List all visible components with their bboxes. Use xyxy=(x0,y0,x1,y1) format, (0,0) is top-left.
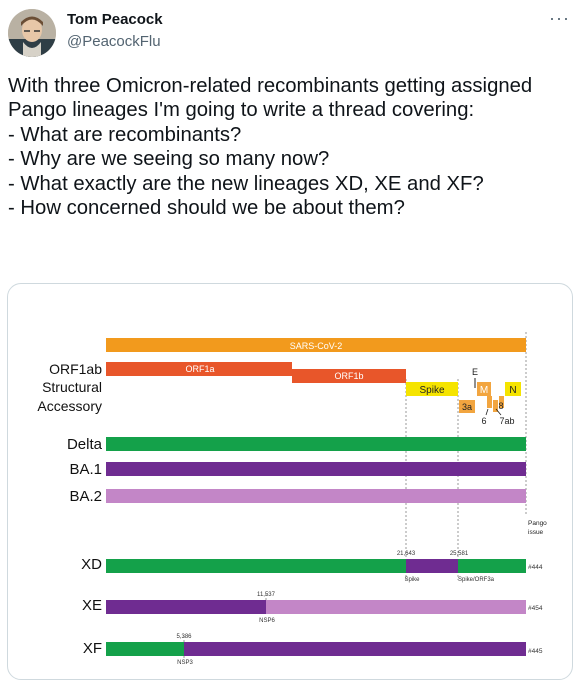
n-label: N xyxy=(509,385,516,396)
tweet-text: With three Omicron-related recombinants … xyxy=(8,75,533,220)
xd-breakpoint-1: 21,643 xyxy=(397,551,416,557)
xe-bar-ba2 xyxy=(266,600,526,614)
xe-bar-ba1 xyxy=(106,600,266,614)
orf6-pointer xyxy=(485,408,489,416)
spike-label: Spike xyxy=(419,385,444,396)
xe-gene: NSP6 xyxy=(259,618,275,624)
orf1b-label: ORF1b xyxy=(334,371,363,381)
orf1ab-row-label: ORF1ab xyxy=(49,361,102,377)
genome-label: SARS-CoV-2 xyxy=(290,341,343,351)
e-label: E xyxy=(472,367,478,377)
xe-row-label: XE xyxy=(82,597,102,614)
ba2-row-label: BA.2 xyxy=(69,488,102,505)
xd-bar-ba1 xyxy=(406,559,458,573)
profile-photo-icon xyxy=(8,9,56,57)
accessory-row-label: Accessory xyxy=(37,398,102,414)
xf-breakpoint: 5,386 xyxy=(176,634,192,640)
xd-bar-delta-2 xyxy=(458,559,526,573)
pango-header: Pango issue xyxy=(528,520,547,536)
orf8-label: 8 xyxy=(498,401,503,411)
author-name[interactable]: Tom Peacock xyxy=(67,11,163,28)
avatar[interactable] xyxy=(8,9,56,57)
xd-breakpoint-2: 25,581 xyxy=(450,551,469,557)
orf7ab-pointer xyxy=(495,408,502,416)
orf1b-bar xyxy=(292,369,406,383)
ba1-bar xyxy=(106,462,526,476)
delta-row-label: Delta xyxy=(67,436,103,453)
xf-pango-issue: #445 xyxy=(528,648,543,655)
m-bar xyxy=(477,382,491,396)
xd-gene-2: Spike/ORF3a xyxy=(458,577,495,583)
xf-bar-delta xyxy=(106,642,184,656)
orf7ab-label: 7ab xyxy=(499,416,514,426)
m-label: M xyxy=(480,385,488,396)
spike-bar xyxy=(406,382,458,396)
orf8-bar xyxy=(499,396,504,408)
ba1-row-label: BA.1 xyxy=(69,461,102,478)
orf3a-label: 3a xyxy=(462,402,472,412)
orf6-label: 6 xyxy=(481,416,486,426)
xd-gene-1: Spike xyxy=(404,577,420,583)
xd-row-label: XD xyxy=(81,556,102,573)
xd-pango-issue: #444 xyxy=(528,564,543,571)
ba2-bar xyxy=(106,489,526,503)
xf-gene: NSP3 xyxy=(177,660,193,666)
orf3a-bar xyxy=(459,400,475,413)
xf-bar-ba1 xyxy=(184,642,526,656)
delta-bar xyxy=(106,437,526,451)
xd-bar-delta-1 xyxy=(106,559,406,573)
xe-pango-issue: #454 xyxy=(528,605,543,612)
orf7-bar xyxy=(493,400,498,412)
tweet-media[interactable]: SARS-CoV-2 ORF1a ORF1b Spike E M N 3a 8 xyxy=(7,283,573,680)
orf1a-bar xyxy=(106,362,292,376)
orf6-bar xyxy=(487,396,492,408)
orf1a-label: ORF1a xyxy=(185,364,214,374)
n-bar xyxy=(505,382,521,396)
xf-row-label: XF xyxy=(83,640,102,657)
structural-row-label: Structural xyxy=(42,379,102,395)
author-handle[interactable]: @PeacockFlu xyxy=(67,33,161,50)
recombinant-figure: SARS-CoV-2 ORF1a ORF1b Spike E M N 3a 8 xyxy=(37,332,547,666)
more-options-icon[interactable]: ··· xyxy=(549,8,570,28)
xe-breakpoint: 11,537 xyxy=(257,592,276,598)
genome-bar xyxy=(106,338,526,352)
